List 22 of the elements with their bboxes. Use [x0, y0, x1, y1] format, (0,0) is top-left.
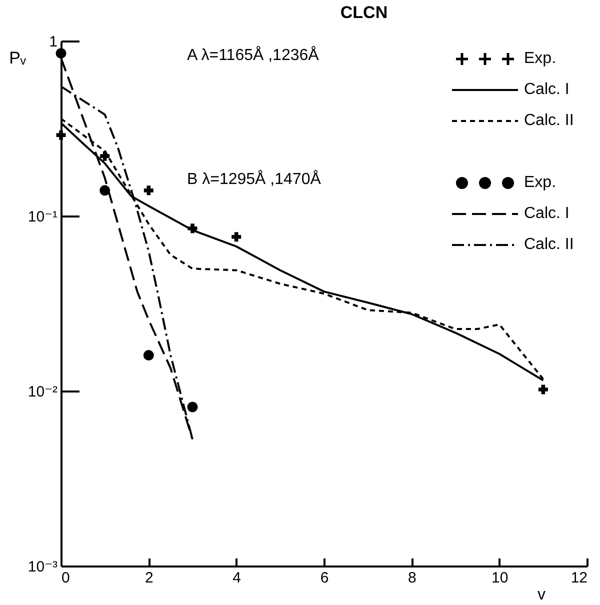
- y-tick-label: 10⁻²: [28, 384, 58, 400]
- legend-label: Calc. II: [524, 236, 574, 254]
- chart-title: CLCN: [340, 3, 388, 22]
- y-tick-label: 10⁻³: [28, 558, 58, 576]
- legend-label: Calc. I: [524, 205, 570, 223]
- x-tick-label: 0: [62, 570, 70, 586]
- y-tick-label: 10⁻¹: [28, 208, 58, 226]
- x-tick-label: 10: [491, 570, 508, 586]
- x-tick-label: 6: [320, 570, 329, 586]
- y-tick-label: 1: [49, 34, 58, 50]
- x-tick-label: 12: [570, 570, 588, 586]
- annotation: A λ=1165Å ,1236Å: [187, 46, 320, 64]
- x-tick-label: 2: [144, 570, 154, 586]
- legend-label: Calc. II: [524, 112, 574, 130]
- y-axis-title: Pᵥ: [9, 48, 26, 68]
- x-axis-title: v: [538, 586, 546, 604]
- legend-label: Calc. I: [524, 81, 570, 99]
- legend-label: Exp.: [524, 50, 556, 68]
- annotation: B λ=1295Å ,1470Å: [187, 170, 322, 188]
- legend-label: Exp.: [524, 174, 556, 192]
- x-tick-label: 8: [408, 570, 416, 586]
- x-tick-label: 4: [232, 570, 242, 586]
